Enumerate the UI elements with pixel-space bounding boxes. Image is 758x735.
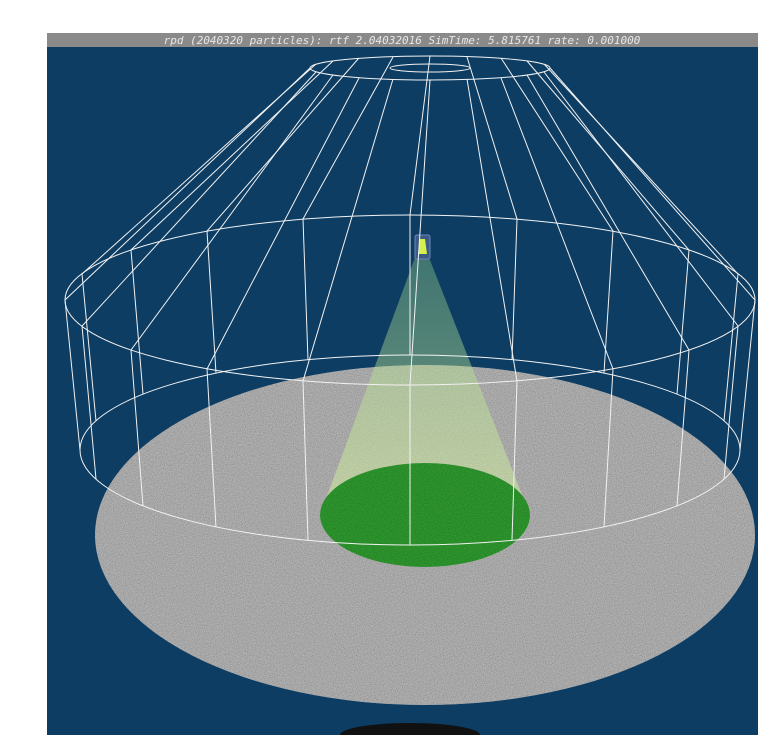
wireframe xyxy=(64,55,756,546)
title-bar xyxy=(47,33,758,47)
disk-base xyxy=(340,723,480,735)
title-text: rpd (2040320 particles): rtf 2.04032016 … xyxy=(164,34,641,47)
deposit-region xyxy=(320,463,530,567)
emitter-nozzle xyxy=(418,239,427,254)
